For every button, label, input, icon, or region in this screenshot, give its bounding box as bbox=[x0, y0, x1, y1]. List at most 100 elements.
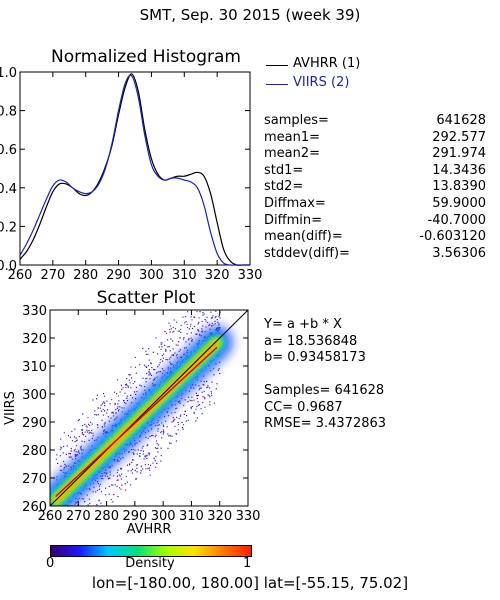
scatter-point bbox=[75, 450, 77, 453]
y-tick-label: 300 bbox=[22, 388, 47, 403]
y-tick-label: 0.6 bbox=[0, 143, 17, 158]
scatter-point bbox=[212, 368, 215, 370]
scatter-point bbox=[97, 427, 99, 429]
scatter-point bbox=[133, 453, 135, 455]
scatter-point bbox=[168, 322, 170, 324]
scatter-point bbox=[109, 477, 111, 479]
y-tick-label: 0.4 bbox=[0, 182, 17, 197]
scatter-point bbox=[116, 479, 118, 481]
scatter-point bbox=[130, 470, 132, 472]
scatter-point bbox=[177, 429, 179, 431]
x-tick-label: 330 bbox=[236, 509, 261, 524]
scatter-point bbox=[126, 464, 129, 466]
scatter-point bbox=[92, 491, 94, 493]
scatter-point bbox=[56, 454, 58, 456]
scatter-point bbox=[174, 352, 176, 354]
scatter-point bbox=[142, 445, 144, 447]
scatter-point bbox=[74, 428, 76, 430]
scatter-point bbox=[153, 457, 155, 459]
scatter-point bbox=[157, 353, 159, 355]
scatter-point bbox=[150, 362, 152, 364]
scatter-point bbox=[116, 379, 119, 381]
scatter-point bbox=[84, 441, 86, 443]
stat-value: 59.9000 bbox=[432, 195, 486, 211]
scatter-point bbox=[102, 401, 104, 403]
x-tick-label: 270 bbox=[40, 268, 65, 283]
scatter-point bbox=[96, 504, 98, 506]
scatter-point bbox=[80, 449, 83, 451]
scatter-point bbox=[146, 377, 148, 379]
legend-label-avhrr: AVHRR (1) bbox=[293, 56, 361, 71]
scatter-point bbox=[126, 400, 129, 402]
fit-equation: Y= a +b * X bbox=[264, 317, 342, 332]
scatter-point bbox=[75, 502, 77, 504]
scatter-point bbox=[195, 333, 197, 335]
histogram-chart: 260 270 280 290 300 310 320 330 0.0 0.2 0.4 0.6 0.8 1… bbox=[0, 66, 262, 283]
x-tick-label: 320 bbox=[207, 509, 232, 524]
scatter-point bbox=[121, 407, 123, 409]
y-tick-label: 290 bbox=[22, 416, 47, 431]
scatter-point bbox=[207, 394, 209, 396]
scatter-point bbox=[126, 384, 128, 386]
scatter-point bbox=[80, 445, 82, 447]
scatter-point bbox=[84, 423, 86, 425]
scatter-point bbox=[76, 501, 78, 503]
scatter-point bbox=[172, 340, 174, 342]
scatter-point bbox=[115, 417, 117, 420]
scatter-point bbox=[204, 398, 206, 400]
scatter-point bbox=[108, 477, 110, 479]
histogram-stats: samples= 641628 mean1= 292.577 mean2= 29… bbox=[264, 113, 486, 262]
scatter-point bbox=[65, 465, 67, 467]
scatter-point bbox=[146, 454, 148, 456]
scatter-point bbox=[155, 434, 157, 436]
scatter-point bbox=[184, 322, 186, 324]
scatter-point bbox=[87, 504, 89, 506]
scatter-point bbox=[211, 317, 213, 319]
scatter-point bbox=[161, 346, 163, 348]
scatter-point bbox=[102, 478, 104, 480]
scatter-point bbox=[88, 488, 90, 490]
scatter-point bbox=[122, 387, 124, 389]
scatter-point bbox=[169, 329, 171, 331]
scatter-point bbox=[116, 485, 118, 488]
scatter-point bbox=[213, 402, 216, 404]
scatter-point bbox=[76, 455, 78, 457]
x-tick-label: 290 bbox=[122, 509, 147, 524]
scatter-point bbox=[149, 469, 151, 471]
scatter-point bbox=[135, 477, 137, 479]
scatter-point bbox=[60, 447, 62, 449]
scatter-point bbox=[198, 317, 200, 319]
scatter-point bbox=[155, 447, 157, 450]
scatter-point bbox=[97, 437, 99, 439]
scatter-title: Scatter Plot bbox=[96, 288, 196, 308]
scatter-point bbox=[168, 346, 170, 348]
scatter-point bbox=[96, 414, 98, 416]
scatter-point bbox=[163, 370, 165, 372]
scatter-point bbox=[175, 355, 177, 357]
scatter-point bbox=[147, 437, 149, 439]
scatter-point bbox=[207, 384, 209, 387]
scatter-point bbox=[157, 444, 159, 446]
scatter-point bbox=[87, 417, 89, 419]
scatter-point bbox=[181, 397, 183, 400]
x-tick-label: 290 bbox=[106, 268, 131, 283]
scatter-point bbox=[148, 369, 150, 371]
scatter-point bbox=[203, 313, 205, 315]
stat-row-diffmin: Diffmin= -40.7000 bbox=[264, 213, 486, 230]
scatter-point bbox=[136, 453, 138, 455]
stat-value: 14.3436 bbox=[432, 162, 486, 178]
scatter-point bbox=[106, 400, 108, 402]
scatter-point bbox=[127, 385, 129, 387]
scatter-point bbox=[133, 453, 135, 455]
scatter-point bbox=[161, 355, 163, 357]
scatter-point bbox=[189, 399, 191, 401]
scatter-point bbox=[134, 381, 136, 383]
scatter-point bbox=[177, 330, 179, 332]
scatter-point bbox=[130, 402, 132, 404]
scatter-point bbox=[117, 496, 119, 498]
scatter-point bbox=[135, 478, 137, 480]
scatter-point bbox=[165, 332, 168, 334]
scatter-point bbox=[116, 460, 119, 462]
scatter-point bbox=[168, 435, 170, 437]
scatter-point bbox=[75, 437, 77, 439]
